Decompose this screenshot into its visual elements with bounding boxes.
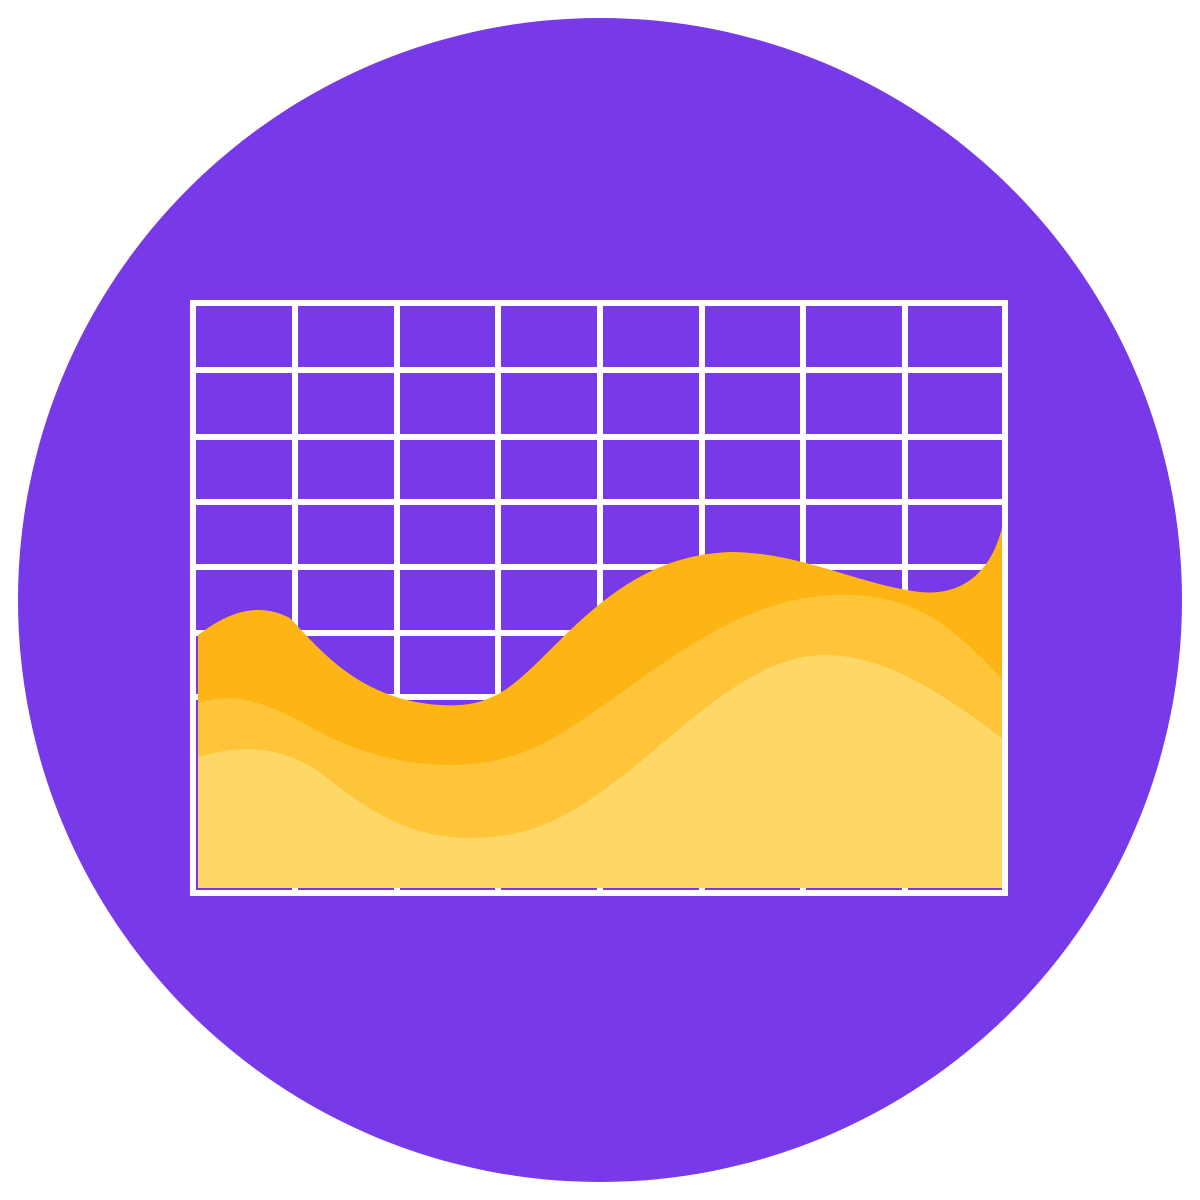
chart-frame bbox=[190, 300, 1008, 896]
area-bottom-layer bbox=[198, 655, 1002, 888]
